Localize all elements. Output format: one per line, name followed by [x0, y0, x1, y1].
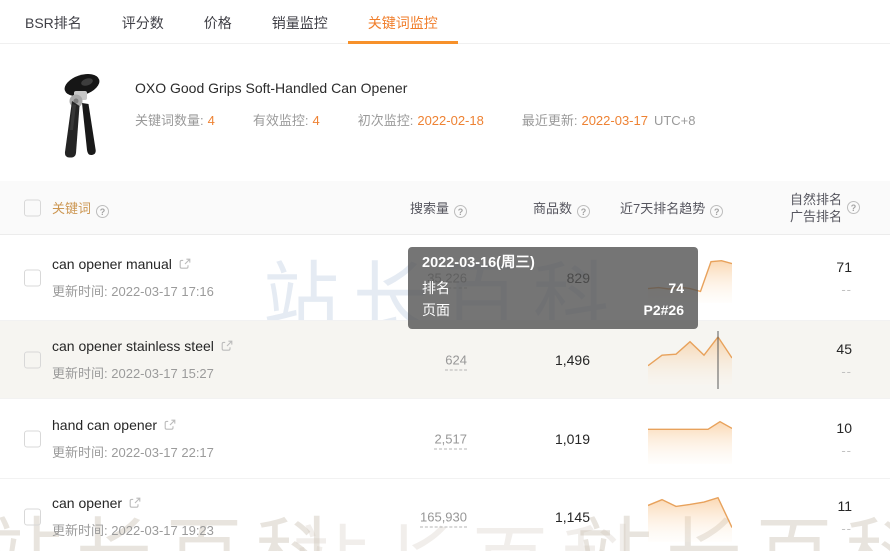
- search-volume-cell[interactable]: 165,930: [420, 509, 467, 527]
- help-icon[interactable]: ?: [847, 201, 860, 214]
- help-icon[interactable]: ?: [577, 204, 590, 218]
- table-row: can opener 更新时间: 2022-03-17 19:23 165,93…: [0, 479, 890, 551]
- column-header-trend: 近7天排名趋势?: [620, 198, 724, 218]
- external-link-icon[interactable]: [221, 339, 233, 355]
- stat-active-monitor: 有效监控: 4: [252, 113, 320, 128]
- tab-keyword-monitor[interactable]: 关键词监控: [347, 0, 458, 44]
- external-link-icon[interactable]: [164, 418, 176, 434]
- row-checkbox[interactable]: [24, 351, 41, 368]
- select-all-checkbox[interactable]: [24, 199, 41, 216]
- update-time: 更新时间: 2022-03-17 22:17: [52, 444, 214, 460]
- update-time: 更新时间: 2022-03-17 19:23: [52, 522, 214, 538]
- natural-rank-value: 10: [836, 419, 852, 436]
- keyword-link[interactable]: hand can opener: [52, 417, 214, 434]
- stat-first-monitor: 初次监控: 2022-02-18: [357, 113, 484, 128]
- tooltip-page-row: 页面 P2#26: [422, 302, 684, 318]
- product-title: OXO Good Grips Soft-Handled Can Opener: [135, 80, 408, 96]
- trend-sparkline-chart[interactable]: [648, 410, 733, 468]
- tab-review-count[interactable]: 评分数: [121, 15, 164, 31]
- help-icon[interactable]: ?: [710, 204, 724, 218]
- keyword-link[interactable]: can opener: [52, 495, 214, 512]
- column-header-search-volume: 搜索量?: [410, 198, 467, 218]
- product-summary: OXO Good Grips Soft-Handled Can Opener 关…: [0, 44, 890, 181]
- table-row: can opener stainless steel 更新时间: 2022-03…: [0, 321, 890, 399]
- stat-keyword-count: 关键词数量: 4: [135, 113, 215, 128]
- search-volume-cell[interactable]: 624: [445, 352, 467, 370]
- row-checkbox[interactable]: [24, 430, 41, 447]
- update-time: 更新时间: 2022-03-17 17:16: [52, 283, 214, 299]
- stat-last-update: 最近更新: 2022-03-17 UTC+8: [521, 113, 696, 128]
- trend-sparkline-chart[interactable]: [647, 330, 733, 389]
- tab-sales-monitor[interactable]: 销量监控: [271, 15, 328, 31]
- product-stats: 关键词数量: 4 有效监控: 4 初次监控: 2022-02-18 最近更新: 2022…: [135, 110, 696, 129]
- update-time: 更新时间: 2022-03-17 15:27: [52, 365, 214, 381]
- natural-rank-value: 45: [836, 340, 852, 357]
- column-header-products: 商品数?: [533, 198, 590, 218]
- rank-cell: 11 --: [837, 498, 852, 536]
- keyword-cell: can opener manual 更新时间: 2022-03-17 17:16: [52, 256, 214, 300]
- column-header-keyword: 关键词?: [52, 198, 110, 218]
- table-header: 关键词? 搜索量? 商品数? 近7天排名趋势? 自然排名 广告排名 ?: [0, 181, 890, 235]
- column-header-rank: 自然排名 广告排名 ?: [790, 191, 860, 225]
- keyword-cell: can opener stainless steel 更新时间: 2022-03…: [52, 338, 233, 382]
- ad-rank-value: --: [841, 520, 852, 536]
- natural-rank-value: 71: [836, 258, 852, 275]
- tooltip-rank-row: 排名 74: [422, 280, 684, 296]
- keyword-link[interactable]: can opener manual: [52, 256, 214, 273]
- natural-rank-value: 11: [837, 497, 852, 514]
- external-link-icon[interactable]: [129, 496, 141, 512]
- keyword-link[interactable]: can opener stainless steel: [52, 338, 233, 355]
- trend-tooltip: 2022-03-16(周三) 排名 74 页面 P2#26: [408, 247, 698, 329]
- column-header-natural-rank: 自然排名: [789, 191, 842, 207]
- column-header-ad-rank: 广告排名: [789, 208, 842, 224]
- help-icon[interactable]: ?: [96, 204, 110, 218]
- rank-cell: 10 --: [836, 420, 852, 458]
- keyword-table-body: can opener manual 更新时间: 2022-03-17 17:16…: [0, 235, 890, 551]
- help-icon[interactable]: ?: [454, 204, 467, 218]
- products-count-cell: 1,496: [554, 351, 590, 368]
- products-count-cell: 1,019: [554, 430, 590, 447]
- tab-bsr-rank[interactable]: BSR排名: [25, 15, 82, 31]
- product-image: [46, 70, 114, 162]
- row-checkbox[interactable]: [24, 508, 41, 525]
- tab-price[interactable]: 价格: [203, 15, 232, 31]
- rank-cell: 71 --: [836, 259, 852, 297]
- tooltip-date: 2022-03-16(周三): [422, 255, 535, 271]
- products-count-cell: 1,145: [554, 508, 590, 525]
- ad-rank-value: --: [841, 281, 852, 297]
- table-row: hand can opener 更新时间: 2022-03-17 22:17 2…: [0, 399, 890, 479]
- monitor-tab-bar: BSR排名 评分数 价格 销量监控 关键词监控: [0, 0, 890, 44]
- keyword-cell: can opener 更新时间: 2022-03-17 19:23: [52, 495, 214, 539]
- row-checkbox[interactable]: [24, 269, 41, 286]
- ad-rank-value: --: [841, 442, 852, 458]
- search-volume-cell[interactable]: 2,517: [434, 431, 467, 449]
- keyword-cell: hand can opener 更新时间: 2022-03-17 22:17: [52, 417, 214, 461]
- external-link-icon[interactable]: [179, 257, 191, 273]
- rank-cell: 45 --: [836, 341, 852, 379]
- ad-rank-value: --: [841, 363, 852, 379]
- trend-sparkline-chart[interactable]: [647, 488, 733, 546]
